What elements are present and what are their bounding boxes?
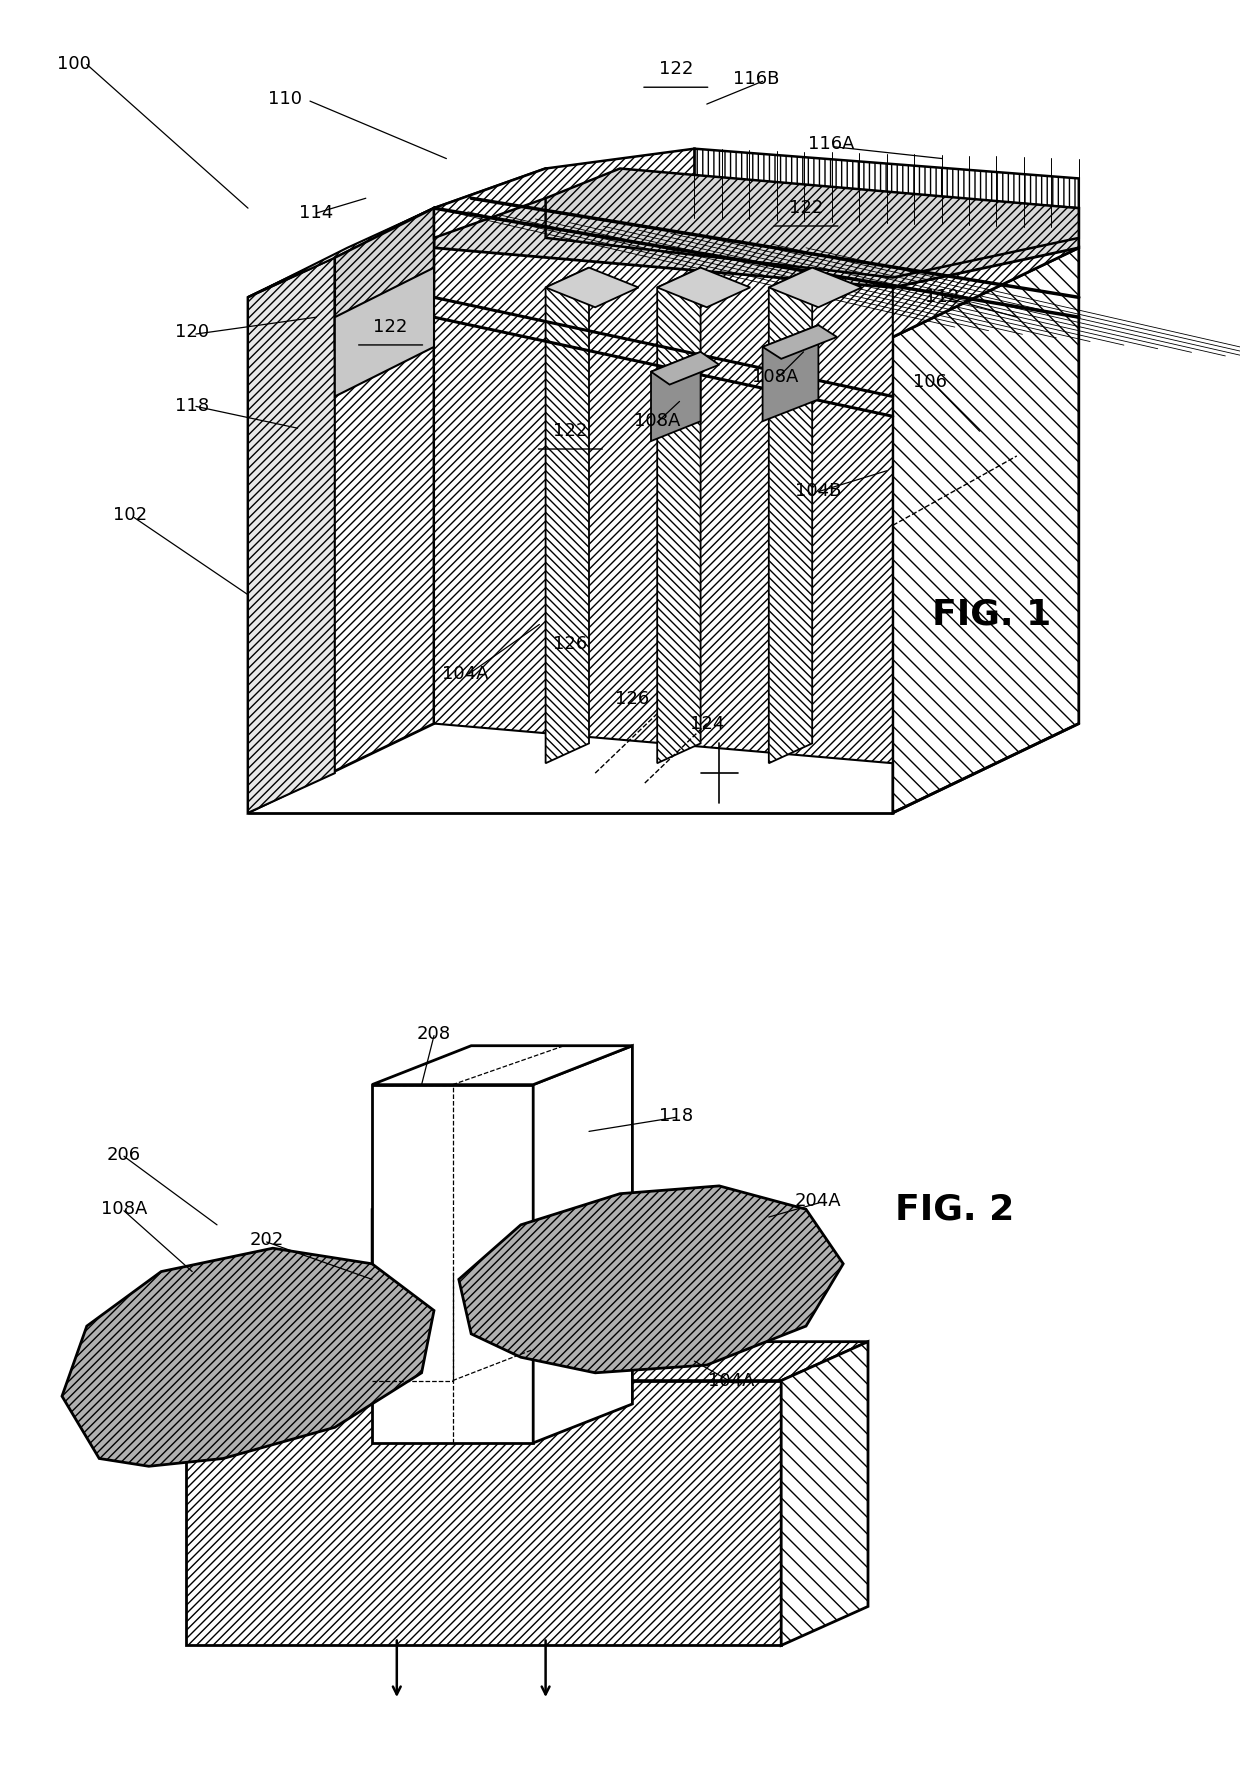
Text: 116B: 116B [733,71,780,88]
Text: FIG. 2: FIG. 2 [895,1193,1014,1227]
Text: 106: 106 [913,373,947,391]
Polygon shape [533,1046,632,1443]
Polygon shape [657,267,701,763]
Text: 108A: 108A [634,412,681,430]
Text: 122: 122 [658,60,693,78]
Polygon shape [335,267,434,396]
Polygon shape [248,258,335,812]
Polygon shape [459,1179,533,1349]
Text: 114: 114 [299,204,334,221]
Polygon shape [434,168,1079,287]
Polygon shape [248,209,1079,336]
Text: 122: 122 [789,200,823,218]
Polygon shape [186,1381,781,1646]
Polygon shape [694,149,1079,209]
Text: 104B: 104B [795,481,842,499]
Text: 104A: 104A [441,666,489,683]
Text: 202: 202 [249,1232,284,1250]
Text: 110: 110 [268,90,303,108]
Text: 122: 122 [373,319,408,336]
Text: 108A: 108A [100,1200,148,1218]
Polygon shape [186,1342,868,1381]
Polygon shape [372,1085,533,1443]
Polygon shape [781,1342,868,1646]
Polygon shape [434,209,893,763]
Text: 118: 118 [658,1106,693,1124]
Polygon shape [769,267,862,308]
Polygon shape [546,168,1079,278]
Polygon shape [372,1046,632,1085]
Polygon shape [657,267,750,308]
Text: 124: 124 [689,715,724,733]
Polygon shape [372,1179,459,1381]
Polygon shape [459,1186,843,1374]
Polygon shape [372,1179,620,1209]
Polygon shape [335,209,434,347]
Text: 208: 208 [417,1025,451,1043]
Polygon shape [763,326,837,359]
Polygon shape [763,326,818,421]
Polygon shape [62,1248,434,1466]
Text: 204A: 204A [795,1193,842,1211]
Text: 122: 122 [553,423,588,441]
Text: 120: 120 [175,324,210,342]
Text: 100: 100 [57,55,92,73]
Polygon shape [533,1179,620,1381]
Text: 118: 118 [175,398,210,416]
Text: 112: 112 [925,289,960,306]
Polygon shape [546,267,589,763]
Text: 126: 126 [553,635,588,653]
Polygon shape [248,209,434,297]
Polygon shape [248,209,434,812]
Polygon shape [546,267,639,308]
Polygon shape [651,352,701,441]
Text: 206: 206 [107,1145,141,1163]
Text: 108A: 108A [751,368,799,386]
Text: FIG. 1: FIG. 1 [932,598,1052,632]
Text: 126: 126 [615,690,650,708]
Text: 116A: 116A [807,135,854,152]
Polygon shape [893,248,1079,812]
Text: 102: 102 [113,506,148,524]
Polygon shape [434,149,694,237]
Text: 104A: 104A [708,1372,755,1389]
Polygon shape [651,352,719,384]
Polygon shape [769,267,812,763]
